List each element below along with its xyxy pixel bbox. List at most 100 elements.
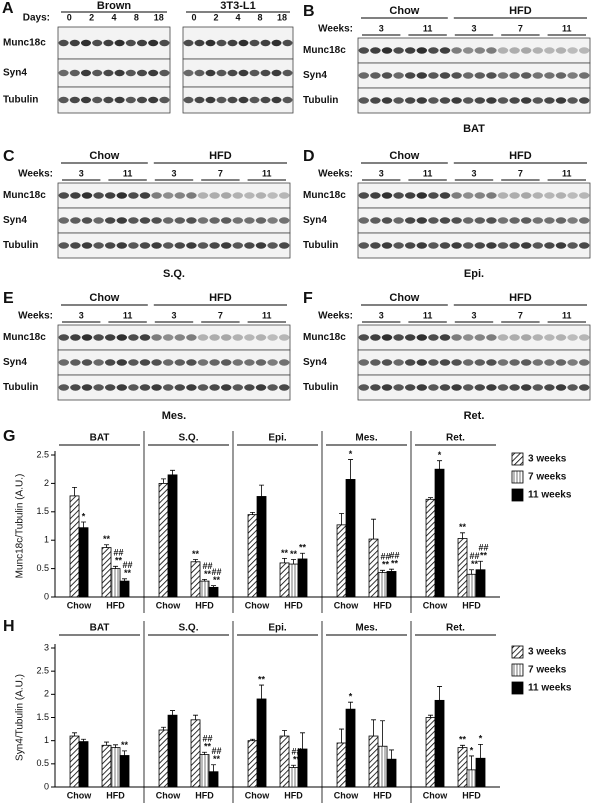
blot-band: [439, 217, 451, 224]
blot-band: [509, 97, 520, 104]
blot-band: [555, 47, 567, 54]
group-label: Mes.: [355, 433, 377, 444]
y-tick-label: 0: [44, 591, 49, 601]
x-tick-label: Chow: [423, 600, 448, 610]
blot-band: [81, 242, 93, 249]
blot-band: [567, 242, 578, 249]
bar: [297, 558, 308, 598]
y-axis-title: Syn4/Tubulin (A.U.): [15, 674, 26, 761]
blot-band: [428, 359, 439, 366]
blot-band: [139, 242, 151, 249]
blot-band: [555, 97, 567, 104]
blot-band: [486, 97, 497, 104]
row-label: Tubulin: [303, 240, 338, 251]
blot-band: [451, 97, 462, 104]
error-bar: [170, 710, 176, 716]
blot-band: [486, 359, 497, 366]
error-bar: [104, 544, 110, 548]
blot-band: [532, 334, 544, 341]
blot-band: [249, 96, 260, 104]
significance-label: **: [480, 551, 488, 561]
blot-band: [114, 96, 125, 104]
blot-band: [486, 72, 497, 79]
error-bar: [259, 684, 265, 699]
blot-band: [474, 384, 486, 391]
lane-title: Weeks:: [18, 311, 53, 322]
blot-band: [93, 192, 104, 199]
blot-band: [162, 217, 174, 224]
x-tick-label: Chow: [423, 790, 448, 800]
blot-band: [520, 192, 532, 199]
blot-band: [69, 69, 80, 77]
blot-band: [578, 192, 590, 199]
lane-label: 0: [191, 12, 196, 22]
blot-band: [544, 384, 555, 391]
blot-band: [220, 192, 232, 199]
blot-band: [136, 96, 148, 104]
blot-band: [139, 334, 151, 341]
x-tick-label: Chow: [67, 600, 92, 610]
blot-band: [81, 359, 93, 366]
bar: [386, 571, 397, 598]
significance-label: **: [204, 569, 212, 579]
bar: [475, 569, 486, 598]
blot-band: [439, 97, 451, 104]
lane-label: 3: [79, 310, 84, 320]
significance-label: *: [479, 734, 483, 744]
significance-label: ##: [114, 548, 124, 558]
lane-label: 3: [471, 168, 476, 178]
blot-band: [381, 72, 393, 79]
blot-band: [151, 242, 162, 249]
blot-band: [249, 69, 260, 77]
blot-band: [93, 384, 104, 391]
bar: [208, 586, 219, 598]
blot-band: [370, 242, 381, 249]
significance-label: ##: [203, 734, 213, 744]
blot-band: [428, 47, 439, 54]
error-bar: [72, 486, 78, 496]
blot-band: [93, 334, 104, 341]
blot-band: [197, 384, 209, 391]
bar: [457, 538, 468, 598]
blot-band: [151, 192, 162, 199]
row-label: Syn4: [303, 70, 327, 81]
blot-band: [148, 69, 159, 77]
x-tick-label: Chow: [334, 600, 359, 610]
blot-band: [578, 242, 590, 249]
blot-band: [197, 217, 209, 224]
y-tick-label: 2.5: [36, 666, 49, 676]
group-label: BAT: [90, 433, 110, 444]
lane-label: 3: [379, 310, 384, 320]
x-tick-label: HFD: [195, 600, 214, 610]
blot-band: [370, 72, 381, 79]
lane-label: 3: [471, 310, 476, 320]
blot-band: [271, 39, 282, 47]
blot-band: [220, 242, 232, 249]
blot-band: [520, 359, 532, 366]
blot-band: [509, 72, 520, 79]
blot-band: [416, 97, 428, 104]
blot-band: [162, 192, 174, 199]
bar: [386, 758, 397, 788]
error-bar: [300, 732, 306, 750]
y-tick-label: 1.5: [36, 506, 49, 516]
blot-band: [497, 97, 509, 104]
y-tick-label: 1.5: [36, 712, 49, 722]
blot-band: [370, 192, 381, 199]
lane-label: 3: [379, 23, 384, 33]
blot-band: [497, 72, 509, 79]
blot-band: [509, 359, 520, 366]
y-tick-label: 3: [44, 642, 49, 652]
blot-row: [57, 182, 291, 209]
blot-band: [544, 242, 555, 249]
bar: [78, 741, 89, 788]
blot-band: [216, 39, 227, 47]
group-label: Ret.: [446, 433, 465, 444]
blot-band: [393, 334, 404, 341]
blot-band: [439, 47, 451, 54]
x-tick-label: HFD: [462, 790, 481, 800]
lane-label: 11: [423, 168, 433, 178]
lane-label: 3: [471, 23, 476, 33]
blot-band: [238, 96, 249, 104]
row-label: Syn4: [303, 357, 327, 368]
